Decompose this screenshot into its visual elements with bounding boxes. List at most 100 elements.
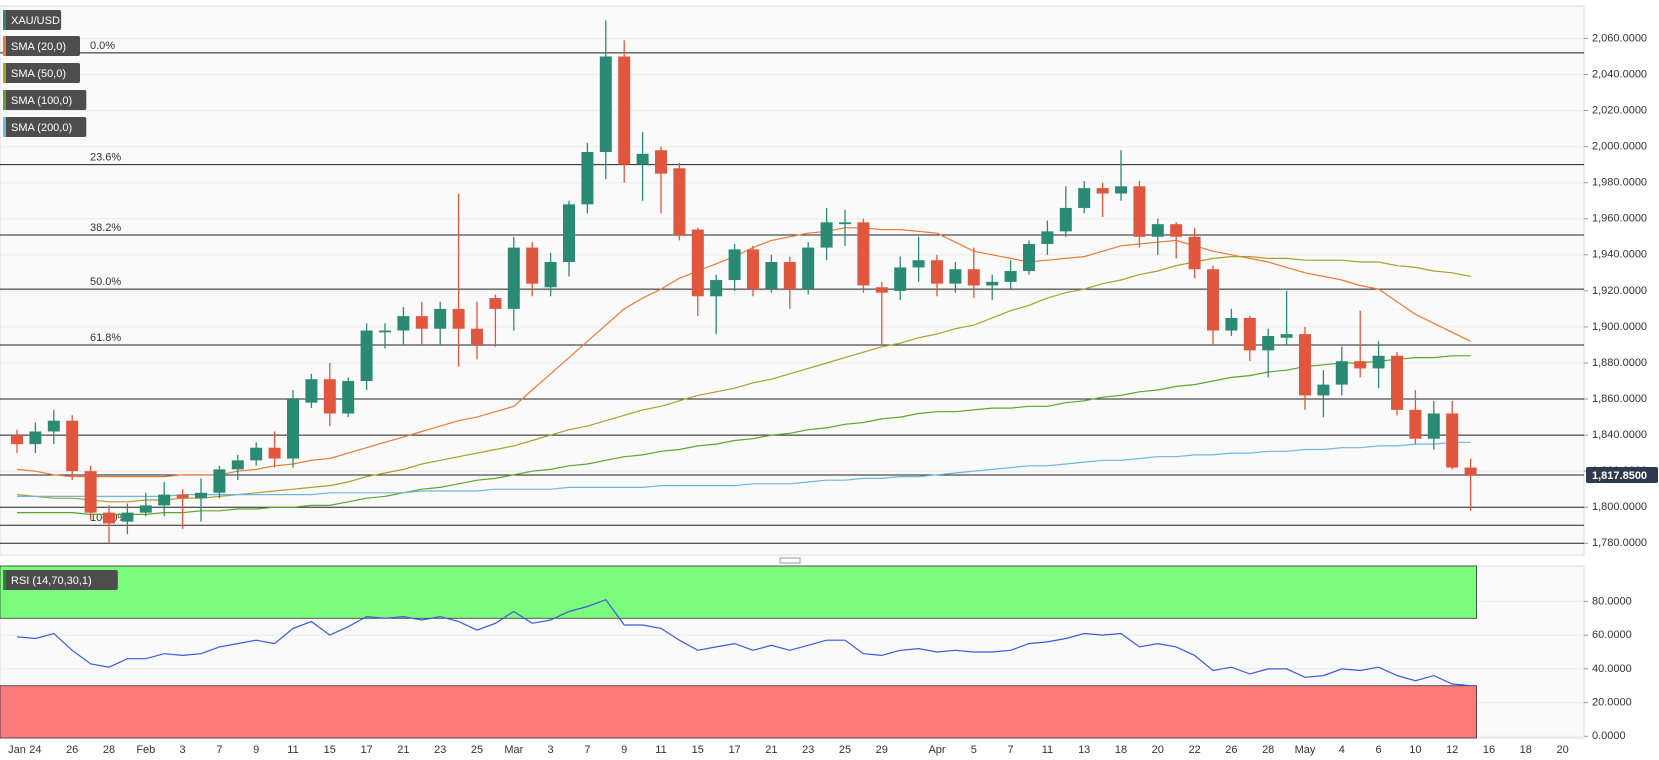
candle-body: [1243, 317, 1256, 351]
panel-splitter[interactable]: [779, 557, 801, 564]
legend-entry: SMA (20,0): [11, 41, 66, 53]
candle-body: [1004, 271, 1017, 282]
candle-body: [1427, 413, 1440, 439]
x-tick-label: 26: [66, 744, 78, 756]
candle-body: [581, 152, 594, 205]
x-tick-label: 22: [1188, 744, 1200, 756]
y-tick-label: 1,960.0000: [1592, 213, 1647, 225]
candle-body: [1151, 224, 1164, 237]
candle-body: [1335, 361, 1348, 385]
candle-body: [415, 316, 428, 329]
candle-body: [1299, 334, 1311, 396]
y-tick-label: 1,840.0000: [1592, 429, 1647, 441]
candle-body: [471, 328, 483, 345]
last-price-label: 1,817.8500: [1592, 470, 1647, 482]
y-tick-label: 40.0000: [1592, 663, 1632, 675]
x-tick-label: 3: [548, 744, 554, 756]
candle-body: [231, 460, 244, 470]
candle-body: [1096, 188, 1109, 194]
candle-body: [434, 308, 447, 329]
candle-body: [636, 153, 649, 165]
y-tick-label: 60.0000: [1592, 629, 1632, 641]
candle-body: [452, 308, 465, 329]
y-tick-label: 1,980.0000: [1592, 177, 1647, 189]
sma-line: [17, 441, 1471, 497]
x-tick-label: 5: [971, 744, 977, 756]
x-tick-label: 7: [216, 744, 222, 756]
candle-body: [1372, 355, 1385, 369]
candle-body: [11, 435, 23, 445]
candle-body: [1317, 384, 1330, 396]
candle-body: [1023, 243, 1035, 272]
candle-body: [1280, 334, 1293, 338]
x-tick-label: 10: [1409, 744, 1421, 756]
last-price-box: [1586, 467, 1658, 484]
candle-body: [894, 267, 907, 291]
x-tick-label: Mar: [504, 744, 523, 756]
candle-body: [195, 492, 207, 499]
candle-body: [507, 247, 520, 309]
candle-body: [158, 494, 171, 506]
candle-body: [287, 399, 299, 459]
candle-body: [673, 168, 686, 235]
fib-label: 0.0%: [90, 40, 115, 52]
candle-body: [857, 222, 870, 286]
x-tick-label: 25: [839, 744, 851, 756]
candle-body: [931, 260, 943, 284]
x-tick-label: 17: [360, 744, 372, 756]
fib-label: 61.8%: [90, 332, 121, 344]
x-tick-label: 4: [1339, 744, 1345, 756]
x-tick-label: 7: [584, 744, 590, 756]
candle-body: [691, 229, 704, 297]
y-tick-label: 80.0000: [1592, 595, 1632, 607]
legend-symbol-swatch: [3, 10, 6, 30]
x-tick-label: Apr: [928, 744, 945, 756]
candle-body: [967, 269, 980, 286]
legend-entry-swatch: [3, 90, 6, 110]
legend-entry: SMA (50,0): [11, 68, 66, 80]
y-tick-label: 2,000.0000: [1592, 141, 1647, 153]
legend-entry: SMA (100,0): [11, 95, 72, 107]
x-tick-label: 15: [324, 744, 336, 756]
candle-body: [728, 249, 741, 281]
sma-line: [16, 256, 1471, 503]
x-tick-label: 11: [655, 744, 666, 756]
candle-body: [397, 316, 410, 331]
candle-body: [489, 298, 502, 309]
x-tick-label: 11: [287, 744, 298, 756]
x-tick-label: 17: [728, 744, 740, 756]
x-tick-label: 29: [876, 744, 888, 756]
candle-body: [1059, 207, 1072, 232]
candle-body: [379, 330, 391, 333]
candle-body: [29, 431, 42, 445]
x-tick-label: 21: [765, 744, 777, 756]
candle-body: [1446, 413, 1459, 468]
legend-symbol-box: [3, 10, 62, 30]
candle-body: [912, 260, 925, 268]
candle-body: [121, 512, 134, 522]
candle-body: [1409, 409, 1422, 439]
x-tick-label: 13: [1078, 744, 1090, 756]
candle-body: [1464, 467, 1477, 476]
candle-body: [323, 379, 336, 414]
candle-body: [250, 447, 263, 461]
legend-entry-box: [3, 36, 80, 56]
legend-entry: SMA (200,0): [11, 122, 72, 134]
x-tick-label: 18: [1520, 744, 1532, 756]
candle-body: [360, 330, 373, 382]
candle-body: [84, 471, 97, 513]
candle-body: [1133, 186, 1146, 237]
y-tick-label: 1,920.0000: [1592, 285, 1647, 297]
y-tick-label: 2,040.0000: [1592, 68, 1647, 80]
y-tick-label: 1,900.0000: [1592, 321, 1647, 333]
legend-entry-box: [3, 90, 87, 110]
candle-body: [599, 56, 612, 153]
x-tick-label: May: [1295, 744, 1316, 756]
candle-body: [1262, 335, 1275, 351]
x-tick-label: 11: [1042, 744, 1053, 756]
candle-body: [544, 262, 557, 288]
y-tick-label: 1,940.0000: [1592, 249, 1647, 261]
legend-entry-swatch: [3, 36, 6, 56]
x-tick-label: 20: [1152, 744, 1164, 756]
